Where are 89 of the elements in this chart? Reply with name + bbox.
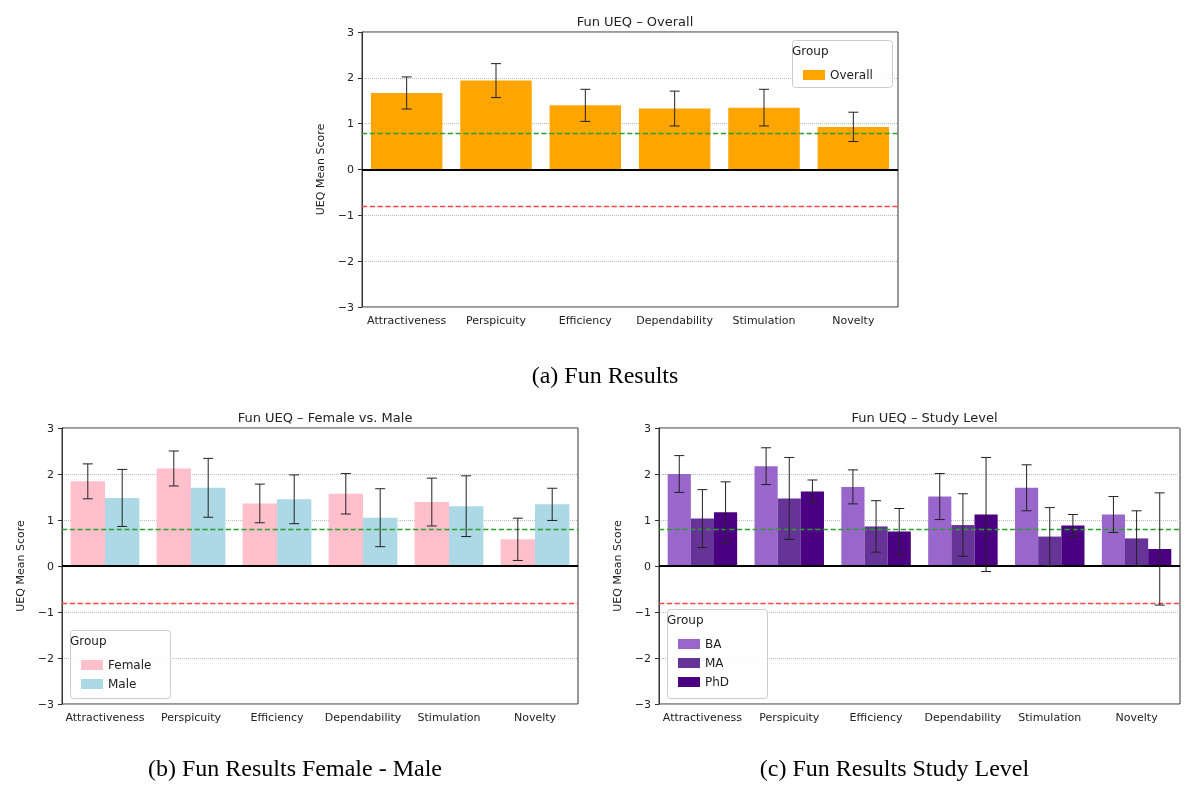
chart-title: Fun UEQ – Overall [576, 14, 694, 29]
bar [638, 108, 711, 170]
x-tick-label: Efficiency [558, 314, 613, 327]
chart-title: Fun UEQ – Female vs. Male [237, 410, 413, 425]
y-tick-label: −3 [337, 300, 354, 314]
x-tick-label: Novelty [513, 711, 557, 724]
x-tick-label: Attractiveness [367, 314, 447, 327]
legend-title: Group [70, 634, 107, 648]
y-tick-label: 1 [47, 513, 54, 527]
y-tick-label: 3 [347, 25, 354, 39]
legend-title: Group [792, 44, 829, 58]
x-tick-label: Perspicuity [759, 711, 820, 724]
bar [328, 493, 363, 566]
y-tick-label: 1 [347, 117, 354, 131]
bar [191, 487, 226, 566]
bar [277, 499, 312, 566]
y-tick-label: 0 [347, 163, 354, 176]
legend-label: Female [108, 658, 152, 672]
bar [667, 474, 691, 566]
x-tick-label: Attractiveness [65, 711, 145, 724]
bar [1125, 538, 1149, 566]
bar [242, 503, 277, 566]
bar [690, 518, 714, 566]
y-tick-label: 0 [644, 559, 651, 573]
x-tick-label: Stimulation [417, 711, 481, 724]
bar [105, 497, 140, 566]
bar [535, 504, 570, 566]
bar [370, 92, 443, 170]
bar [887, 531, 911, 566]
bar [549, 105, 622, 170]
y-tick-label: 2 [347, 71, 354, 85]
bar [156, 468, 191, 566]
bar [449, 506, 484, 566]
x-tick-label: Perspicuity [465, 314, 527, 327]
y-tick-label: 3 [47, 421, 54, 435]
bar [817, 126, 890, 170]
x-tick-label: Efficiency [849, 711, 904, 724]
legend-label: Male [108, 677, 137, 691]
bar [713, 512, 738, 566]
y-tick-label: 0 [47, 559, 54, 573]
text: (b) Fun Results Female - Male [147, 755, 443, 782]
bar [928, 496, 952, 566]
legend-label: BA [705, 637, 723, 651]
y-tick-label: −1 [37, 605, 54, 619]
y-tick-label: −2 [37, 651, 54, 665]
x-tick-label: Stimulation [1018, 711, 1082, 724]
y-axis-title: UEQ Mean Score [14, 520, 27, 612]
y-axis-title: UEQ Mean Score [611, 520, 624, 612]
x-tick-label: Perspicuity [160, 711, 222, 724]
bar [1015, 487, 1039, 566]
bar [777, 498, 801, 566]
x-tick-label: Stimulation [732, 314, 796, 327]
legend-title: Group [667, 613, 704, 627]
legend-label: PhD [705, 675, 730, 689]
legend-label: MA [705, 656, 725, 670]
bar [70, 481, 105, 566]
bar [1061, 525, 1085, 566]
chart-title: Fun UEQ – Study Level [851, 410, 998, 425]
bar [841, 486, 865, 566]
bar [460, 80, 532, 170]
y-tick-label: 1 [644, 513, 651, 527]
y-tick-label: −3 [634, 697, 651, 711]
x-tick-label: Dependability [324, 711, 402, 724]
text: (c) Fun Results Study Level [758, 755, 1031, 782]
y-tick-label: −2 [634, 651, 651, 665]
bar [800, 491, 824, 566]
bar [414, 502, 449, 566]
bar [1038, 536, 1062, 566]
bar [728, 107, 800, 170]
y-tick-label: −3 [37, 697, 54, 711]
x-tick-label: Efficiency [250, 711, 304, 724]
y-tick-label: −1 [337, 208, 354, 222]
y-tick-label: 2 [47, 467, 54, 481]
y-tick-label: −1 [634, 605, 651, 619]
x-tick-label: Dependability [924, 711, 1002, 724]
bar [500, 539, 535, 566]
x-tick-label: Attractiveness [662, 711, 743, 724]
y-tick-label: −2 [337, 254, 354, 268]
x-tick-label: Novelty [832, 314, 875, 327]
text: (a) Fun Results [530, 362, 680, 389]
bar [754, 466, 778, 566]
bar [1101, 514, 1126, 566]
legend-label: Overall [830, 68, 873, 82]
y-axis-title: UEQ Mean Score [314, 123, 327, 216]
bar [363, 517, 398, 566]
y-tick-label: 2 [644, 467, 651, 481]
y-tick-label: 3 [644, 421, 651, 435]
x-tick-label: Dependability [636, 314, 714, 327]
x-tick-label: Novelty [1115, 711, 1159, 724]
